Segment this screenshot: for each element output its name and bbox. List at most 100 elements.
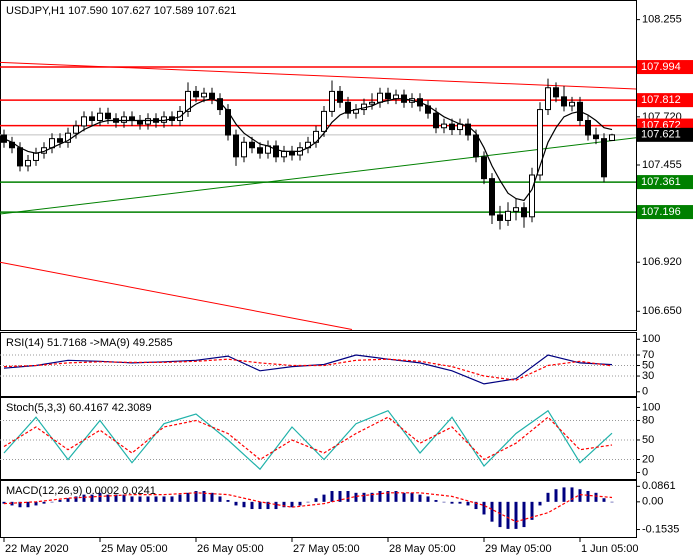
indicator-line (3, 354, 613, 385)
histogram-bar (546, 492, 550, 502)
candle-body (249, 141, 255, 149)
panel-title: USDJPY,H1 107.590 107.627 107.589 107.62… (6, 5, 236, 17)
histogram-bar (338, 491, 342, 502)
x-tick-label: 1 Jun 05:00 (581, 543, 639, 555)
candle-body (569, 101, 575, 107)
y-tick-label: 80 (642, 414, 654, 426)
histogram-bar (106, 494, 110, 502)
histogram-bar (194, 491, 198, 502)
histogram-bar (50, 501, 54, 503)
candle-body (81, 116, 87, 127)
y-tick-label: 20 (642, 453, 654, 465)
candle-body (441, 123, 447, 129)
candle-body (545, 87, 551, 111)
y-tick-label: 0.0861 (642, 480, 676, 492)
histogram-bar (442, 501, 446, 503)
histogram-bar (234, 501, 238, 506)
price-label-box (637, 93, 693, 108)
panel-title: RSI(14) 51.7168 ->MA(9) 49.2585 (6, 337, 173, 349)
candle-body (497, 214, 503, 221)
histogram-bar (290, 501, 294, 508)
price-label: 107.621 (641, 129, 681, 141)
histogram-bar (586, 491, 590, 502)
histogram-bar (74, 496, 78, 502)
histogram-bar (186, 492, 190, 502)
histogram-bar (490, 501, 494, 522)
candle-body (337, 90, 343, 103)
candle-body (553, 87, 559, 98)
histogram-bar (362, 492, 366, 502)
histogram-bar (98, 492, 102, 502)
histogram-bar (506, 501, 510, 529)
histogram-bar (602, 498, 606, 502)
histogram-bar (314, 498, 318, 502)
histogram-bar (90, 494, 94, 502)
panel-frame (0, 480, 637, 538)
histogram-bar (226, 500, 230, 502)
candle-body (185, 90, 191, 112)
indicator-line (3, 416, 613, 461)
candle-body (225, 109, 231, 136)
y-tick-label: 0 (642, 386, 648, 398)
histogram-bar (210, 492, 214, 502)
histogram-bar (554, 489, 558, 502)
trend-line (0, 261, 353, 330)
candle-body (201, 92, 207, 98)
histogram-bar (466, 501, 470, 506)
histogram-bar (130, 496, 134, 502)
histogram-bar (282, 501, 286, 508)
candle-body (377, 92, 383, 103)
candle-body (521, 207, 527, 218)
panel-title: Stoch(5,3,3) 60.4167 42.3089 (6, 402, 152, 414)
candle-body (537, 109, 543, 176)
histogram-bar (594, 492, 598, 502)
candle-body (241, 141, 247, 158)
candle-body (65, 132, 71, 143)
histogram-bar (170, 496, 174, 502)
price-label-box (637, 127, 693, 142)
histogram-bar (114, 494, 118, 502)
histogram-bar (610, 501, 614, 503)
candle-body (1, 134, 7, 143)
y-tick-label: 30 (642, 370, 654, 382)
histogram-bar (58, 500, 62, 502)
candle-body (193, 90, 199, 98)
histogram-bar (266, 501, 270, 510)
candle-body (105, 112, 111, 120)
trend-line (0, 137, 637, 215)
indicator-line (3, 409, 613, 471)
candle-body (17, 147, 23, 167)
x-tick-label: 28 May 05:00 (389, 543, 456, 555)
histogram-bar (458, 501, 462, 504)
candle-body (321, 110, 327, 132)
candle-body (513, 207, 519, 212)
x-tick-label: 27 May 05:00 (293, 543, 360, 555)
histogram-bar (410, 492, 414, 502)
candle-body (489, 178, 495, 216)
histogram-bar (202, 491, 206, 502)
candle-body (57, 138, 63, 143)
candle-body (593, 134, 599, 140)
histogram-bar (154, 496, 158, 502)
y-tick-label: 108.255 (642, 14, 682, 26)
histogram-bar (18, 501, 22, 508)
y-tick-label: 0.00 (642, 496, 663, 508)
histogram-bar (274, 501, 278, 510)
histogram-bar (562, 487, 566, 502)
histogram-bar (330, 491, 334, 502)
x-tick-label: 29 May 05:00 (485, 543, 552, 555)
price-label-box (637, 60, 693, 75)
histogram-bar (34, 501, 38, 506)
moving-average (3, 98, 613, 202)
candle-body (233, 134, 239, 158)
histogram-bar (498, 501, 502, 528)
x-tick-label: 26 May 05:00 (197, 543, 264, 555)
candle-body (273, 145, 279, 158)
y-tick-label: -0.1535 (642, 523, 679, 535)
price-label: 107.196 (641, 206, 681, 218)
y-tick-label: 50 (642, 434, 654, 446)
histogram-bar (258, 501, 262, 510)
candle-body (385, 92, 391, 100)
y-tick-label: 106.920 (642, 256, 682, 268)
